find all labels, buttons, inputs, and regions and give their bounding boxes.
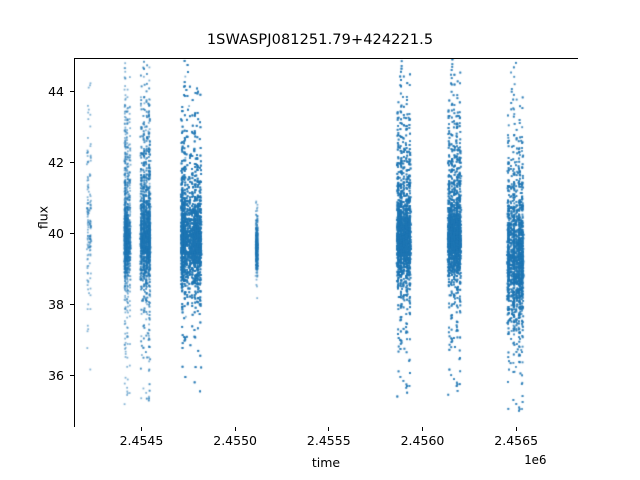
x-tick-label: 2.4550 bbox=[213, 433, 257, 448]
x-tick-label: 2.4560 bbox=[400, 433, 445, 448]
x-tick-label: 2.4555 bbox=[306, 433, 351, 448]
x-tick-mark bbox=[140, 427, 143, 431]
y-tick-mark bbox=[70, 375, 74, 377]
x-tick-mark bbox=[328, 427, 330, 431]
x-axis-offset-label: 1e6 bbox=[524, 452, 547, 467]
x-tick-label: 2.4545 bbox=[119, 433, 164, 448]
y-tick-mark bbox=[70, 91, 74, 93]
y-tick-mark bbox=[70, 162, 74, 164]
x-tick-mark bbox=[515, 427, 517, 431]
x-tick-mark bbox=[234, 427, 236, 431]
y-tick-mark bbox=[70, 304, 74, 306]
x-tick-label: 2.4565 bbox=[494, 433, 539, 448]
y-tick-label: 42 bbox=[48, 154, 64, 170]
y-tick-label: 40 bbox=[48, 225, 64, 241]
plot-axes-area bbox=[74, 58, 579, 428]
x-axis-label: time bbox=[311, 455, 341, 470]
page-title: 1SWASPJ081251.79+424221.5 bbox=[206, 32, 434, 48]
y-tick-mark bbox=[70, 233, 74, 235]
y-axis-label: flux bbox=[35, 205, 51, 230]
y-tick-label: 44 bbox=[48, 83, 64, 99]
y-tick-label: 36 bbox=[48, 367, 64, 383]
scatter-plot-canvas bbox=[75, 59, 579, 428]
x-tick-mark bbox=[421, 427, 424, 431]
y-tick-label: 38 bbox=[48, 296, 64, 312]
